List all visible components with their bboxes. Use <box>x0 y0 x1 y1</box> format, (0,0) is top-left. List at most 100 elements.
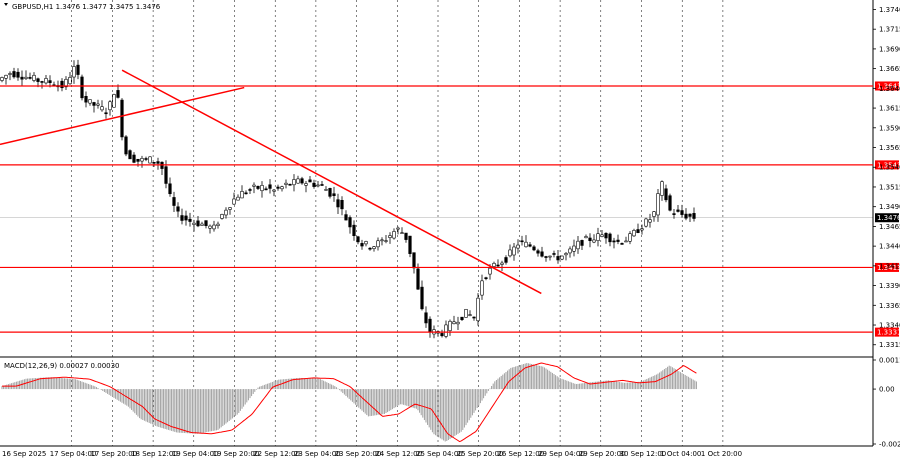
candle-body <box>408 235 412 254</box>
candle-body <box>96 103 100 106</box>
candle-body <box>460 316 464 320</box>
macd-indicator <box>1 362 697 443</box>
candle-body <box>264 188 268 191</box>
candle-body <box>640 228 644 231</box>
candle-body <box>84 96 88 103</box>
candle-body <box>456 321 460 325</box>
candle-body <box>484 277 488 279</box>
candle-body <box>324 189 328 191</box>
candle-body <box>364 241 368 245</box>
candle-body <box>292 179 296 186</box>
candle-body <box>48 80 52 84</box>
candle-body <box>544 256 548 258</box>
price-tick-label: 1.3715 <box>879 26 900 34</box>
candle-body <box>560 255 564 260</box>
candle-body <box>376 240 380 248</box>
candle-body <box>108 101 112 111</box>
candle-body <box>536 250 540 254</box>
candle-body <box>392 231 396 239</box>
price-tick-label: 1.3340 <box>879 322 900 330</box>
candle-body <box>240 191 244 199</box>
candle-body <box>136 158 140 162</box>
candle-body <box>580 240 584 246</box>
candle-body <box>320 184 324 186</box>
candle-body <box>140 158 144 162</box>
candle-body <box>424 312 428 324</box>
candle-body <box>532 246 536 251</box>
trendlines[interactable] <box>0 69 542 295</box>
candle-body <box>64 78 68 88</box>
candle-body <box>76 64 80 75</box>
price-tick-label: 1.3565 <box>879 144 900 152</box>
candle-body <box>540 251 544 257</box>
level-price-label: 1.3413 <box>877 264 900 272</box>
candle-body <box>288 183 292 186</box>
candle-body <box>516 244 520 249</box>
price-tick-label: 1.3615 <box>879 105 900 113</box>
candle-body <box>472 316 476 319</box>
candle-body <box>388 235 392 238</box>
price-tick-label: 1.3590 <box>879 124 900 132</box>
candle-body <box>464 308 468 318</box>
candle-body <box>360 243 364 247</box>
price-tick-label: 1.3665 <box>879 65 900 73</box>
candle-body <box>596 233 600 241</box>
candle-body <box>312 182 316 187</box>
candle-body <box>676 209 680 212</box>
level-price-label: 1.3543 <box>877 161 900 169</box>
candle-body <box>224 209 228 216</box>
trendline[interactable] <box>121 69 542 295</box>
candle-body <box>248 189 252 191</box>
price-tick-label: 1.3690 <box>879 45 900 53</box>
candle-body <box>400 232 404 234</box>
candle-body <box>232 198 236 205</box>
candle-body <box>252 184 256 187</box>
candle-body <box>152 161 156 164</box>
candlesticks <box>0 59 696 339</box>
time-tick-label: 1 Oct 04:00 <box>660 450 701 458</box>
candle-body <box>368 247 372 250</box>
candle-body <box>428 318 432 333</box>
symbol-header: GBPUSD,H1 1.3476 1.3477 1.3475 1.3476 <box>12 3 161 11</box>
candle-body <box>28 77 32 79</box>
candle-body <box>180 215 184 221</box>
candle-body <box>340 199 344 210</box>
trendline[interactable] <box>0 86 245 146</box>
time-tick-label: 23 Sep 04:00 <box>294 450 341 458</box>
candle-body <box>480 280 484 296</box>
candle-body <box>148 156 152 164</box>
candle-body <box>632 230 636 237</box>
price-tick-label: 1.3440 <box>879 243 900 251</box>
current-price-tag: 1.3476 <box>875 213 900 223</box>
candle-body <box>520 240 524 243</box>
candle-body <box>440 333 444 337</box>
level-price-tag <box>875 160 899 170</box>
candle-body <box>688 213 692 217</box>
candle-body <box>44 78 48 84</box>
candle-body <box>300 178 304 184</box>
time-tick-label: 26 Sep 12:00 <box>497 450 544 458</box>
candle-body <box>176 206 180 212</box>
candle-body <box>584 236 588 239</box>
candle-body <box>220 214 224 219</box>
candle-body <box>624 240 628 243</box>
horizontal-levels[interactable]: 1.3643 1.3543 1.3413 1.3331 <box>0 81 900 337</box>
candle-body <box>132 154 136 163</box>
candle-body <box>568 248 572 254</box>
time-tick-label: 22 Sep 12:00 <box>253 450 300 458</box>
candle-body <box>512 246 516 256</box>
candle-body <box>644 218 648 227</box>
dropdown-triangle-icon[interactable] <box>4 3 8 6</box>
candle-body <box>396 227 400 230</box>
candle-body <box>332 193 336 197</box>
candle-body <box>348 217 352 228</box>
macd-signal-line <box>2 362 697 443</box>
candle-body <box>344 214 348 221</box>
time-tick-label: 25 Sep 20:00 <box>457 450 504 458</box>
candle-body <box>500 262 504 265</box>
candle-body <box>284 182 288 185</box>
time-tick-label: 19 Sep 04:00 <box>172 450 219 458</box>
macd-tick-label: 0.00 <box>879 386 895 394</box>
candle-body <box>208 225 212 229</box>
